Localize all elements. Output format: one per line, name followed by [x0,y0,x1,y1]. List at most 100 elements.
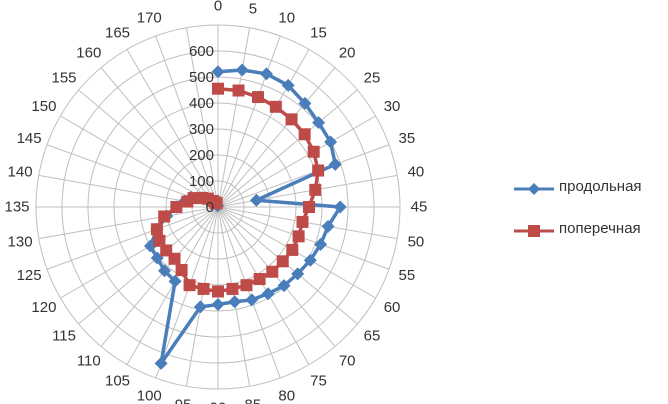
category-label: 0 [214,0,222,15]
data-point [324,135,338,149]
grid-spoke [155,206,219,379]
data-point [158,264,172,278]
data-point [252,91,265,104]
data-point [158,210,171,223]
category-label: 160 [76,45,101,62]
data-point [253,273,266,286]
grid-spoke [217,115,376,208]
radial-tick-label: 0 [206,199,214,216]
category-label: 165 [105,24,130,41]
category-label: 105 [105,373,130,390]
data-point [154,356,168,370]
legend-swatch-series-1 [514,183,554,195]
grid-spoke [78,89,219,208]
grid-spoke [185,206,219,387]
data-point [296,215,309,228]
category-label: 70 [339,352,356,369]
grid-spoke [185,27,219,208]
grid-spoke [217,89,358,208]
data-point [232,84,245,97]
category-label: 120 [31,299,56,316]
category-label: 10 [278,10,295,27]
data-point [240,279,253,292]
data-point [228,295,242,309]
radial-tick-label: 100 [189,173,214,190]
category-label: 110 [77,352,101,369]
data-point [211,65,225,79]
category-label: 25 [364,69,381,86]
grid-spoke [217,27,251,208]
grid-spoke [217,67,336,208]
data-point [276,255,289,268]
data-point [312,164,325,177]
data-point [281,78,295,92]
data-point [285,113,298,126]
category-label: 65 [364,328,381,345]
data-point [226,282,239,295]
category-label: 5 [249,1,257,18]
category-label: 140 [8,164,33,181]
category-label: 155 [52,69,77,86]
data-point [210,197,223,210]
radial-tick-labels: 0 100 200 300 400 500 600 [189,43,214,216]
data-point [197,282,210,295]
radial-tick-label: 400 [189,95,214,112]
category-label: 75 [310,373,327,390]
data-point [150,223,163,236]
category-label: 50 [408,233,425,250]
data-point [298,96,312,110]
radial-tick-label: 300 [189,121,214,138]
grid-spoke [155,35,219,208]
grid-spoke [217,35,281,208]
data-point [153,234,166,247]
radial-tick-label: 600 [189,43,214,60]
category-label: 60 [384,299,401,316]
data-point [160,244,173,257]
data-point [212,82,224,95]
radial-tick-label: 200 [189,147,214,164]
grid-spoke [217,144,390,208]
data-point [303,253,317,267]
category-label: 115 [52,328,76,345]
category-label: 15 [310,24,327,41]
category-label: 90 [210,400,227,404]
category-label: 95 [175,396,192,404]
data-point [211,298,225,311]
grid-spoke [38,206,219,240]
data-point [277,279,291,293]
data-point [286,243,299,256]
data-point [235,63,249,77]
data-point [307,145,320,158]
category-label: 125 [17,267,42,284]
grid-spoke [217,49,310,208]
grid-spoke [78,206,219,325]
grid-spoke [126,206,219,365]
data-point [298,128,311,141]
data-point [314,237,328,251]
category-label: 150 [31,98,56,115]
data-point [168,274,182,288]
data-point [328,157,342,171]
category-label: 145 [17,130,42,147]
data-point [333,200,347,214]
legend-label-series-1: продольная [559,178,642,195]
category-label: 170 [137,10,162,27]
grid-spoke [60,206,219,299]
grid-spoke [217,174,398,208]
grid-spoke [100,67,219,208]
grid-spoke [217,206,281,379]
legend-label-series-2: поперечная [559,220,641,237]
data-point [292,230,305,243]
data-point [303,201,315,213]
category-label: 35 [399,130,416,147]
data-point [266,265,279,278]
category-label: 100 [137,387,162,404]
data-point [245,293,259,307]
data-point [309,183,322,196]
data-point [291,267,305,281]
series-layer [143,63,347,370]
legend-swatch-series-2 [514,225,554,237]
grid-spoke [126,49,219,208]
